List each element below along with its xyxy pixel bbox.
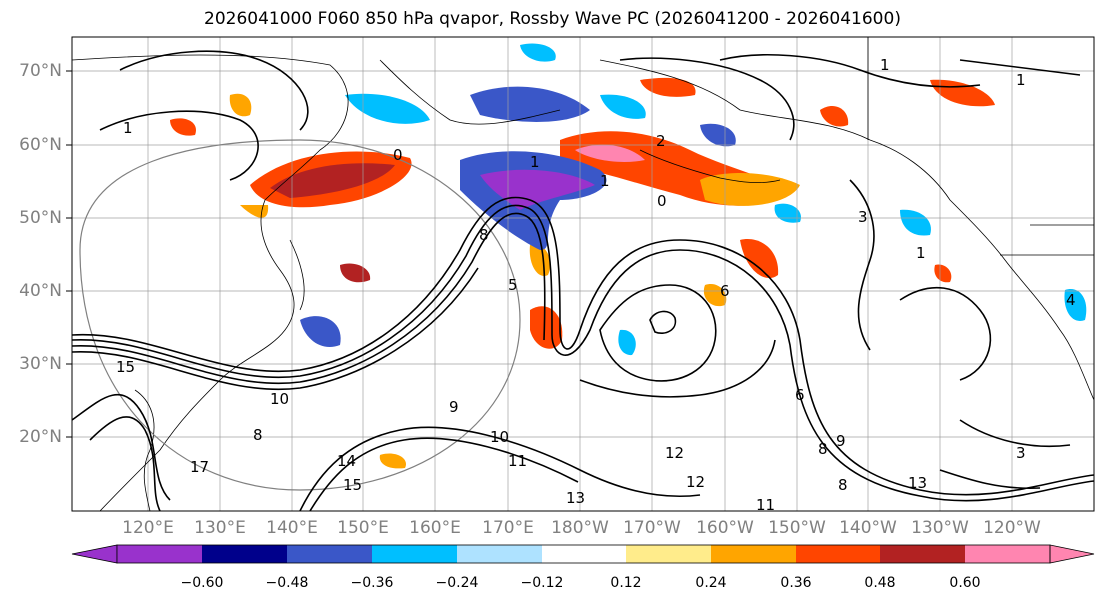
contour-label: 1	[916, 244, 926, 262]
contour-label: 8	[253, 426, 263, 444]
lon-label: 150°E	[337, 518, 389, 538]
colorbar-segment	[880, 545, 965, 563]
colorbar-min-arrow	[71, 544, 118, 564]
contour-label: 4	[1066, 291, 1076, 309]
lon-label: 170°E	[482, 518, 534, 538]
reference-circle	[79, 139, 521, 491]
graticule	[72, 37, 1094, 511]
colorbar-segment	[202, 545, 287, 563]
contour-label: 9	[836, 432, 846, 450]
contour-label: 5	[508, 276, 518, 294]
colorbar-tick-label: −0.12	[520, 575, 564, 591]
colorbar-segment	[711, 545, 796, 563]
contour-label: 8	[838, 476, 848, 494]
lat-label: 70°N	[19, 61, 62, 81]
colorbar	[71, 544, 1095, 564]
colorbar-segment	[542, 545, 626, 563]
contour-lines	[72, 50, 1094, 511]
contour-label: 2	[656, 132, 666, 150]
colorbar-tick-label: 0.48	[864, 575, 896, 591]
contour-label: 1	[880, 56, 890, 74]
map-frame	[71, 36, 1095, 512]
colorbar-max-arrow	[1049, 544, 1095, 564]
contour-label: 15	[116, 358, 135, 376]
contour-label: 11	[756, 496, 775, 514]
lon-label: 140°W	[839, 518, 897, 538]
contour-label: 6	[795, 386, 805, 404]
colorbar-segment	[372, 545, 457, 563]
axis-ticks	[66, 70, 72, 438]
contour-label: 13	[566, 489, 585, 507]
contour-label: 3	[858, 208, 868, 226]
contour-label: 17	[190, 458, 209, 476]
lon-label: 180°W	[551, 518, 609, 538]
coastlines	[72, 37, 1094, 511]
contour-label: 10	[490, 428, 509, 446]
lon-label: 130°W	[911, 518, 969, 538]
colorbar-frame	[116, 544, 1051, 564]
lon-label: 170°W	[623, 518, 681, 538]
lon-label: 120°E	[122, 518, 174, 538]
lat-label: 20°N	[19, 427, 62, 447]
contour-label: 1	[530, 153, 540, 171]
contour-label: 8	[818, 440, 828, 458]
contour-label: 13	[908, 474, 927, 492]
contour-label: 10	[270, 390, 289, 408]
colorbar-segment	[457, 545, 542, 563]
contour-label: 1	[1016, 71, 1026, 89]
contour-label: 9	[449, 398, 459, 416]
contour-label: 12	[665, 444, 684, 462]
colorbar-segment	[796, 545, 880, 563]
lat-label: 60°N	[19, 135, 62, 155]
lat-label: 30°N	[19, 354, 62, 374]
colorbar-tick-label: 0.12	[610, 575, 642, 591]
lon-label: 140°E	[266, 518, 318, 538]
colorbar-tick-label: −0.36	[350, 575, 394, 591]
map-title: 2026041000 F060 850 hPa qvapor, Rossby W…	[204, 9, 901, 29]
lon-label: 120°W	[983, 518, 1041, 538]
colorbar-tick-label: −0.24	[435, 575, 479, 591]
contour-label: 8	[479, 226, 489, 244]
contour-label: 3	[1016, 444, 1026, 462]
colorbar-tick-label: −0.60	[180, 575, 224, 591]
contour-label: 6	[720, 282, 730, 300]
colorbar-tick-label: 0.36	[780, 575, 812, 591]
colorbar-tick-label: 0.60	[949, 575, 981, 591]
lon-label: 160°W	[696, 518, 754, 538]
colorbar-segment	[287, 545, 372, 563]
contour-label: 1	[123, 119, 133, 137]
contour-label: 0	[657, 192, 667, 210]
contour-label-layer: 1 1 1 1 1 2 0 0 1 3 8 10 8 9 10 11 12 12…	[116, 56, 1076, 514]
positive-anomaly-shading	[170, 77, 995, 469]
lon-label: 150°W	[768, 518, 826, 538]
lat-label: 40°N	[19, 281, 62, 301]
contour-label: 11	[508, 452, 527, 470]
contour-label: 14	[337, 452, 356, 470]
colorbar-tick-label: 0.24	[695, 575, 727, 591]
lon-label: 160°E	[409, 518, 461, 538]
colorbar-segment	[626, 545, 711, 563]
colorbar-segment	[117, 545, 202, 563]
lat-label: 50°N	[19, 208, 62, 228]
colorbar-tick-label: −0.48	[265, 575, 309, 591]
contour-label: 15	[343, 476, 362, 494]
lon-label: 130°E	[194, 518, 246, 538]
contour-label: 1	[600, 172, 610, 190]
colorbar-segment	[965, 545, 1050, 563]
contour-label: 0	[393, 146, 403, 164]
contour-label: 12	[686, 473, 705, 491]
